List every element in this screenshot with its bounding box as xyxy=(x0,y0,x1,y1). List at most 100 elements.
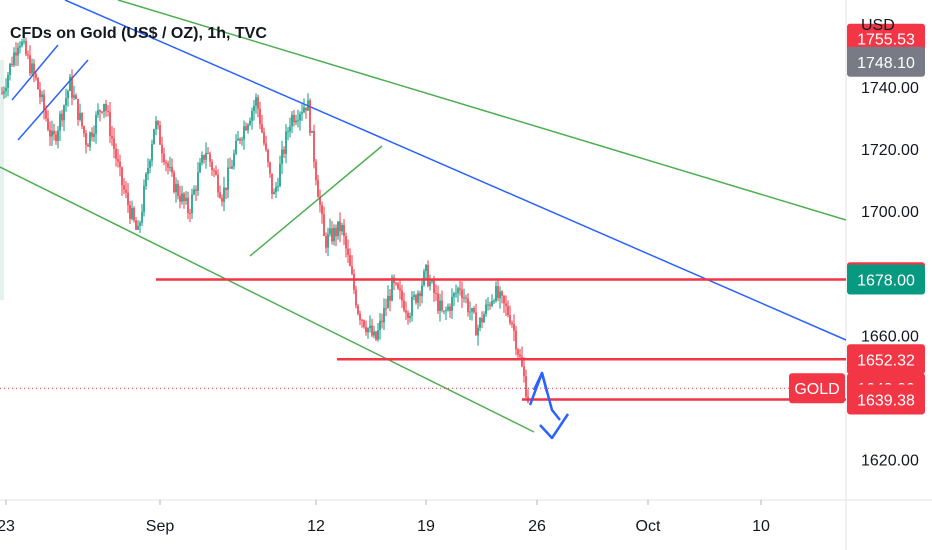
candle xyxy=(337,221,339,240)
candle xyxy=(327,227,329,257)
candle xyxy=(15,42,17,66)
candle xyxy=(267,148,269,168)
candle xyxy=(273,188,275,195)
x-tick-label: Oct xyxy=(636,518,661,535)
candle xyxy=(37,77,39,90)
candle xyxy=(231,159,233,170)
candle xyxy=(57,126,59,149)
candle xyxy=(97,103,99,118)
candle xyxy=(157,119,159,130)
candle xyxy=(197,162,199,196)
candle xyxy=(525,369,527,399)
candle xyxy=(241,136,243,146)
candle xyxy=(367,327,369,339)
price-axis[interactable]: 1740.001720.001700.001680.001660.001620.… xyxy=(789,23,925,470)
candle xyxy=(441,290,443,313)
candle xyxy=(521,346,523,368)
candle xyxy=(353,269,355,294)
x-tick-label: 19 xyxy=(417,518,435,535)
candle xyxy=(281,140,283,175)
candle xyxy=(351,255,353,276)
candle xyxy=(467,293,469,317)
candle xyxy=(361,318,363,328)
time-axis[interactable]: 23 Sep 12 19 26 Oct 10 xyxy=(0,500,770,535)
candle xyxy=(375,330,377,341)
candle xyxy=(1,87,3,95)
candle xyxy=(71,69,73,106)
price-badge: 1652.32 xyxy=(847,344,925,375)
candle xyxy=(269,161,271,178)
candle xyxy=(115,143,117,167)
candle xyxy=(287,127,289,141)
candle xyxy=(377,323,379,342)
channel-lines xyxy=(0,0,847,433)
svg-text:1678.00: 1678.00 xyxy=(857,273,915,290)
candle xyxy=(365,320,367,336)
candle xyxy=(23,36,25,45)
candle xyxy=(429,274,431,291)
candle xyxy=(459,280,461,296)
candle xyxy=(511,320,513,328)
candle xyxy=(191,188,193,219)
candle xyxy=(95,111,97,144)
candle xyxy=(207,147,209,155)
candle xyxy=(283,146,285,158)
candle xyxy=(381,313,383,329)
x-tick-label: Sep xyxy=(146,518,175,535)
candle xyxy=(445,306,447,320)
candle xyxy=(141,204,143,227)
candle xyxy=(373,325,375,339)
candle xyxy=(383,298,385,331)
candle xyxy=(183,192,185,209)
candle xyxy=(39,81,41,105)
candle xyxy=(409,312,411,323)
candle xyxy=(401,284,403,308)
candlestick-series xyxy=(1,36,529,404)
chart-title: CFDs on Gold (US$ / OZ), 1h, TVC xyxy=(10,25,267,42)
candle xyxy=(369,315,371,333)
candle xyxy=(279,155,281,188)
candle xyxy=(131,200,133,221)
y-tick-label: 1740.00 xyxy=(861,80,919,97)
candle xyxy=(349,248,351,267)
candle xyxy=(149,158,151,174)
candle xyxy=(415,293,417,305)
candle xyxy=(421,280,423,304)
candle xyxy=(203,154,205,164)
candle xyxy=(77,98,79,126)
candle xyxy=(449,303,451,318)
candle xyxy=(253,100,255,121)
candle xyxy=(45,105,47,122)
candle xyxy=(61,109,63,127)
candle xyxy=(299,111,301,131)
y-tick-label: 1720.00 xyxy=(861,142,919,159)
candle xyxy=(155,116,157,136)
candle xyxy=(379,312,381,340)
candle xyxy=(111,126,113,146)
candle xyxy=(243,120,245,150)
candle xyxy=(103,103,105,119)
candle xyxy=(437,285,439,315)
candle xyxy=(341,222,343,236)
candle xyxy=(263,127,265,146)
candle xyxy=(79,103,81,122)
candle xyxy=(31,58,33,76)
candle xyxy=(205,142,207,169)
candle xyxy=(347,239,349,264)
candle xyxy=(507,300,509,318)
downtrend-line xyxy=(64,0,847,341)
candle xyxy=(109,101,111,144)
candle xyxy=(53,123,55,141)
candle xyxy=(167,160,169,175)
candle xyxy=(27,50,29,60)
candle xyxy=(357,303,359,316)
candle xyxy=(519,348,521,359)
candle xyxy=(443,310,445,315)
candle xyxy=(403,292,405,313)
candle xyxy=(89,131,91,152)
candle xyxy=(479,317,481,332)
svg-text:1748.10: 1748.10 xyxy=(857,55,915,72)
candle xyxy=(239,137,241,144)
